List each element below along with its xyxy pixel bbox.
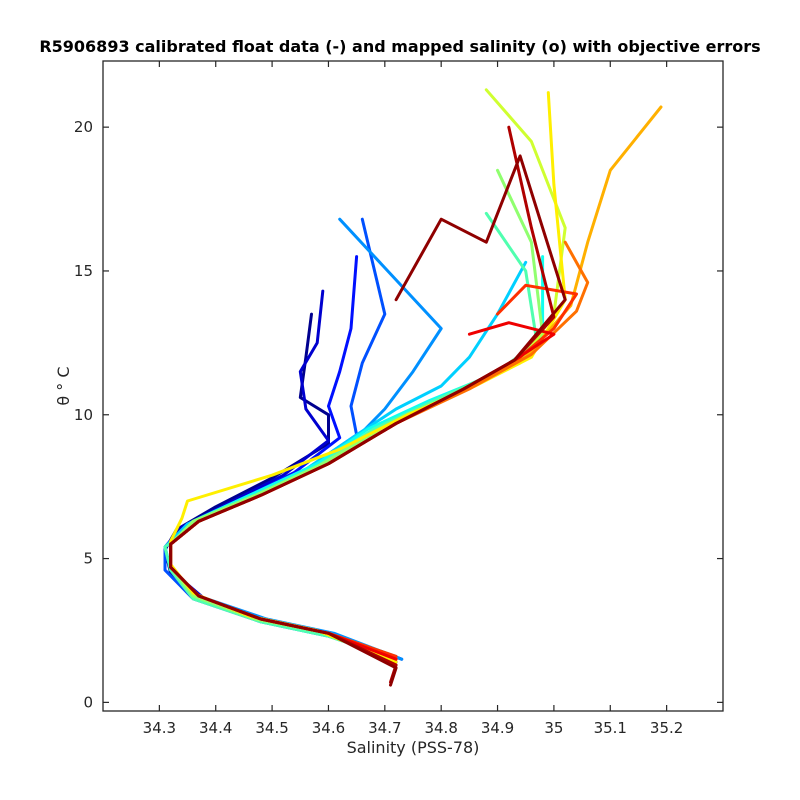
y-axis-label: θ ° C [54,366,73,405]
x-tick-label: 35.1 [594,719,627,737]
series-line [169,125,556,684]
x-tick-label: 34.7 [368,719,401,737]
x-tick-label: 35.2 [650,719,683,737]
y-tick-label: 20 [74,118,93,136]
series-line [169,88,567,661]
series-line [163,289,404,661]
series-line [169,91,567,664]
series-line [169,217,443,661]
x-tick-label: 34.4 [199,719,232,737]
series-line [169,240,590,661]
x-tick-label: 35 [544,719,563,737]
y-tick-label: 10 [74,406,93,424]
series-layer [163,88,663,687]
series-line [169,154,567,687]
y-tick-label: 15 [74,262,93,280]
plot-frame [102,60,724,712]
x-tick-label: 34.9 [481,719,514,737]
series-line [163,260,528,661]
x-tick-label: 34.6 [312,719,345,737]
x-axis: 34.3 34.4 34.5 34.6 34.7 34.8 34.9 35 35.1 35.2 [143,61,683,737]
x-tick-label: 34.8 [424,719,457,737]
chart-title: R5906893 calibrated float data (-) and m… [39,37,760,56]
x-axis-label: Salinity (PSS-78) [347,738,480,757]
series-line [169,255,545,658]
y-tick-label: 0 [83,693,93,711]
x-tick-label: 34.5 [255,719,288,737]
series-line [163,211,539,661]
y-tick-label: 5 [83,550,93,568]
y-axis: 0 5 10 15 20 [74,118,723,711]
series-line [169,105,663,661]
x-tick-label: 34.3 [143,719,176,737]
